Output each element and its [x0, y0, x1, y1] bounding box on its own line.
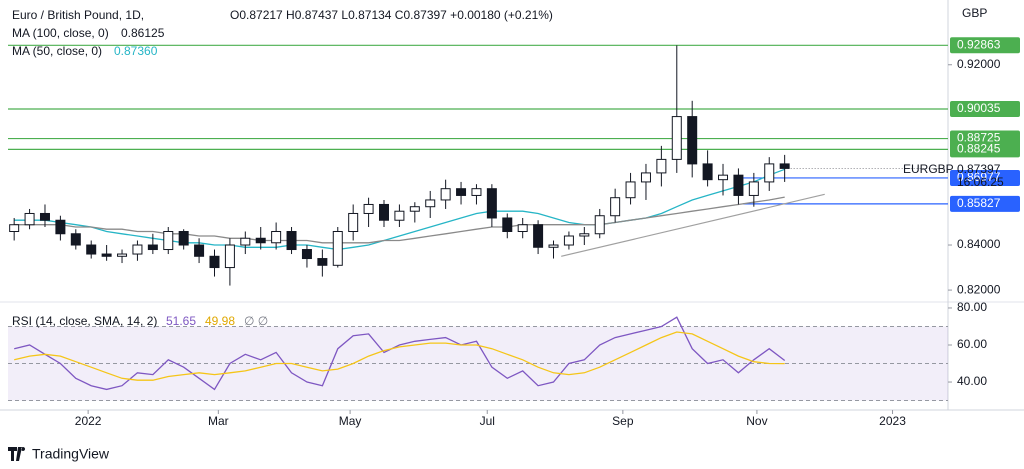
candle-body	[579, 233, 590, 237]
candle-body	[425, 199, 436, 208]
ma-line	[14, 168, 785, 251]
rsi-sma-value: 49.98	[205, 314, 235, 328]
candle-body	[194, 244, 205, 257]
candle-body	[101, 253, 112, 257]
candle-body	[24, 212, 35, 226]
logo	[8, 447, 26, 461]
plot: 40.00 60.00 80.00 0.82000 0.84000 0.92000 2022…	[0, 0, 1024, 428]
candle-body	[656, 158, 667, 174]
y-tick-label: 0.84000	[957, 237, 1001, 251]
y-tick-label: 0.82000	[957, 282, 1001, 296]
candle-body	[563, 235, 574, 246]
candle-body	[70, 233, 81, 246]
level-label-box	[950, 101, 1020, 118]
candle-body	[317, 258, 328, 266]
candle-body	[640, 172, 651, 183]
level-label-box	[950, 37, 1020, 54]
level-label: 0.85827	[957, 196, 1001, 210]
rsi-value: 51.65	[166, 314, 196, 328]
candle-body	[440, 188, 451, 201]
level-label: 0.92863	[957, 37, 1001, 51]
countdown: 16:06:25	[957, 175, 1004, 189]
candle-body	[379, 203, 389, 221]
candle-body	[240, 237, 251, 246]
x-tick-label: Sep	[612, 414, 634, 428]
candle-body	[718, 174, 729, 181]
candle-body	[456, 188, 467, 196]
candle-body	[409, 206, 420, 212]
candle-body	[733, 174, 744, 196]
candle-body	[394, 210, 405, 221]
ma100-value: 0.86125	[121, 26, 165, 40]
x-tick-label: Jul	[480, 414, 495, 428]
candle-body	[271, 230, 282, 244]
y-unit: GBP	[962, 6, 987, 20]
candle-body	[702, 163, 713, 181]
level-label-box	[950, 195, 1020, 212]
candle-body	[147, 244, 158, 251]
x-tick-label: May	[339, 414, 362, 428]
candle-body	[39, 212, 50, 221]
candle-body	[132, 244, 143, 255]
y-tick-label: 0.92000	[957, 57, 1001, 71]
x-tick-label: 2022	[75, 414, 102, 428]
ohlc: O0.87217 H0.87437 L0.87134 C0.87397 +0.0…	[230, 8, 553, 22]
candle-body	[332, 230, 343, 266]
rsi-tick-label: 40.00	[957, 374, 987, 388]
symbol: EURGBP	[903, 162, 954, 176]
candle-body	[286, 230, 297, 251]
rsi-extra: ∅ ∅	[244, 314, 268, 328]
candle-body	[178, 230, 189, 246]
rsi-title: RSI (14, close, SMA, 14, 2)	[12, 314, 157, 328]
rsi-tick-label: 60.00	[957, 337, 987, 351]
candle-body	[255, 237, 266, 244]
rsi-tick-label: 80.00	[957, 300, 987, 314]
ma-line	[14, 196, 785, 244]
x-tick-label: Mar	[208, 414, 229, 428]
candle-body	[301, 249, 312, 260]
candle-body	[363, 203, 374, 214]
candle-body	[209, 255, 220, 269]
candle-body	[86, 244, 97, 255]
ma100-label: MA (100, close, 0)	[12, 26, 109, 40]
level-label: 0.88725	[957, 131, 1001, 145]
candle-body	[548, 244, 559, 248]
ma50-label: MA (50, close, 0)	[12, 44, 102, 58]
candle-body	[517, 224, 528, 232]
candle-body	[224, 244, 235, 269]
level-label: 0.90035	[957, 101, 1001, 115]
candle-body	[9, 224, 20, 232]
candle-body	[764, 163, 775, 183]
candle-body	[163, 230, 174, 251]
candle-body	[471, 188, 482, 196]
candle-body	[486, 188, 497, 219]
rsi-line	[14, 316, 786, 391]
x-tick-label: Nov	[746, 414, 767, 428]
brand: TradingView	[32, 446, 110, 462]
level-label-box	[950, 141, 1020, 158]
ma50-value: 0.87360	[114, 44, 158, 58]
candle-body	[594, 215, 605, 235]
candle-body	[687, 116, 698, 165]
level-label: 0.86977	[957, 170, 1001, 184]
candle-body	[779, 163, 790, 169]
candle-body	[625, 181, 636, 199]
x-tick-label: 2023	[879, 414, 906, 428]
candle-body	[671, 116, 682, 160]
candle-body	[610, 197, 621, 217]
level-label: 0.88245	[957, 142, 1001, 156]
trendline	[561, 193, 825, 257]
rsi-line	[14, 331, 785, 381]
chart-title: Euro / British Pound, 1D,	[12, 8, 144, 22]
candle-body	[348, 212, 359, 232]
last-price: 0.87397	[957, 162, 1001, 176]
candle-body	[748, 181, 759, 196]
level-label-box	[950, 169, 1020, 186]
candle-body	[117, 253, 128, 257]
candle-body	[55, 219, 66, 235]
candle-body	[502, 217, 513, 232]
candle-body	[533, 224, 544, 248]
